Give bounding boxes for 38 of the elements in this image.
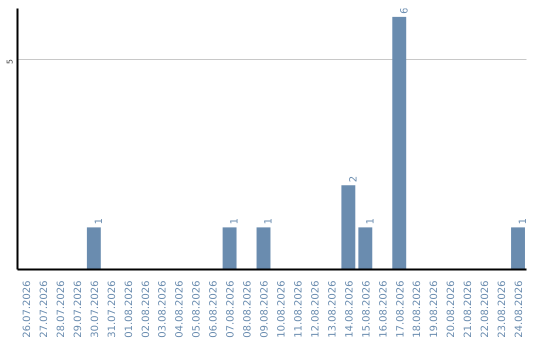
x-tick-label: 18.08.2026 [412,280,424,338]
x-tick-label: 27.07.2026 [38,280,50,338]
x-tick-label: 12.08.2026 [310,280,322,338]
x-tick-label: 20.08.2026 [446,280,458,338]
x-tick-label: 23.08.2026 [497,280,508,338]
x-tick-label: 08.08.2026 [242,280,254,338]
data-label: 1 [230,218,241,224]
data-label: 1 [365,218,376,224]
x-tick-label: 22.08.2026 [480,280,492,338]
data-label: 1 [94,218,105,224]
x-tick-label: 02.08.2026 [140,280,152,338]
x-tick-label: 11.08.2026 [293,280,304,338]
x-tick-label: 06.08.2026 [208,280,220,338]
x-tick-label: 21.08.2026 [463,280,474,338]
x-tick-label: 14.08.2026 [344,280,356,338]
data-label: 2 [348,176,360,182]
x-tick-label: 15.08.2026 [361,280,372,338]
x-tick-label: 17.08.2026 [395,280,406,338]
x-tick-label: 10.08.2026 [276,280,288,338]
x-tick-label: 05.08.2026 [192,280,203,338]
data-label: 1 [264,218,275,224]
x-tick-label: 30.07.2026 [90,280,101,338]
x-tick-label: 07.08.2026 [226,280,237,338]
x-tick-label: 19.08.2026 [429,280,440,338]
x-tick-label: 04.08.2026 [174,280,186,338]
data-label: 6 [399,8,410,14]
x-tick-label: 31.07.2026 [106,280,118,338]
y-tick-label: 5 [6,59,14,64]
x-tick-label: 29.07.2026 [72,280,84,338]
x-tick-label: 01.08.2026 [124,280,135,338]
x-tick-label: 26.07.2026 [22,280,33,338]
x-tick-label: 28.07.2026 [56,280,67,338]
x-tick-label: 13.08.2026 [327,280,338,338]
x-tick-label: 03.08.2026 [158,280,169,338]
data-label: 1 [518,218,530,224]
x-tick-label: 24.08.2026 [514,280,526,338]
x-tick-label: 09.08.2026 [260,280,271,338]
x-tick-label: 16.08.2026 [378,280,390,338]
